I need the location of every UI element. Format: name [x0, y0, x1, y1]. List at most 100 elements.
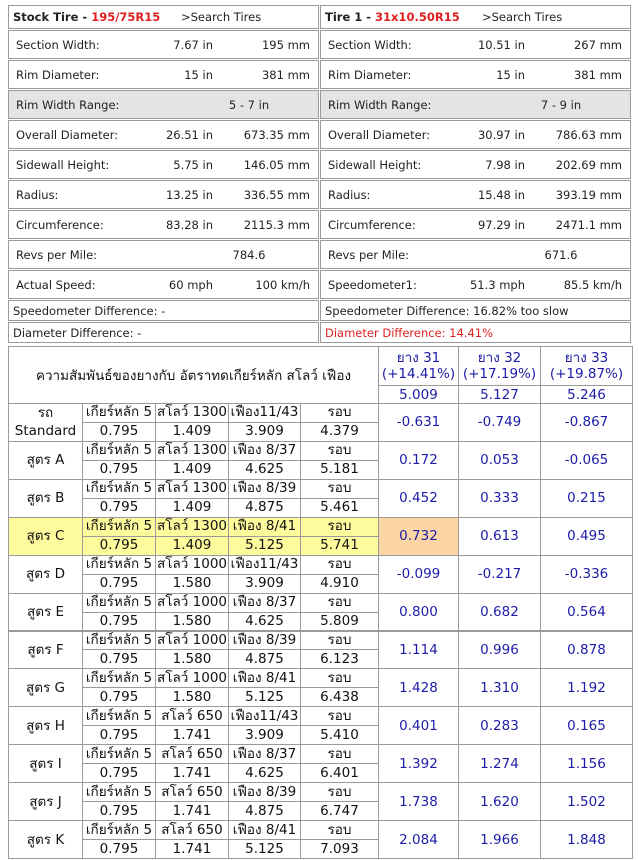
bottom-text: 0.795	[99, 499, 139, 516]
ratio-cell: สโลว์ 1000	[155, 554, 229, 575]
spec-row: Radius: 13.25 in 336.55 mm	[8, 180, 319, 209]
bottom-text: 0.795	[99, 575, 139, 592]
bottom-text: 4.910	[320, 575, 359, 592]
ratio-cell: รอบ	[300, 744, 379, 765]
ratio-cell: เกียร์หลัก 5	[82, 516, 156, 537]
bottom-text: 0.795	[99, 650, 139, 667]
ratio-cell: เฟือง 8/37	[228, 592, 301, 613]
spec-row: Rim Diameter: 15 in 381 mm	[320, 60, 631, 89]
spec-value: 7.98 in	[485, 158, 525, 172]
result-cell: -0.749	[458, 403, 541, 442]
top-text: เฟือง11/43	[230, 707, 299, 724]
ratio-value: 5.246	[567, 386, 606, 403]
spec-value: 784.6	[232, 248, 266, 262]
title-text: ความสัมพันธ์ของยางกับ อัตราทดเกียร์หลัก …	[35, 368, 352, 384]
top-text: เฟือง 8/37	[232, 442, 297, 459]
spec-row: Diameter Difference: 14.41%	[320, 322, 631, 343]
ratio-cell: เฟือง 8/37	[228, 744, 301, 765]
spec-value: 2471.1 mm	[555, 218, 622, 232]
result-value: 0.878	[567, 641, 606, 658]
bottom-text: 5.125	[245, 840, 284, 857]
ratio-cell: สโลว์ 1300	[155, 440, 229, 461]
label-text: สูตร H	[26, 717, 65, 734]
bottom-text: 1.409	[172, 499, 212, 516]
result-cell: 1.620	[458, 782, 541, 822]
spec-value: 7 - 9 in	[540, 98, 582, 112]
spec-value: 60 mph	[168, 278, 213, 292]
formula-label: สูตร E	[8, 592, 83, 632]
ratio-cell: 1.741	[155, 763, 229, 784]
result-value: -0.217	[477, 566, 522, 583]
ratio-cell: 0.795	[82, 611, 156, 632]
bottom-text: 5.809	[320, 613, 359, 629]
result-value: -0.099	[396, 566, 441, 583]
bottom-text: 1.741	[172, 726, 212, 743]
formula-label: รถ Standard	[8, 403, 83, 442]
tire-ratio: 5.246	[540, 385, 633, 404]
spec-value: 10.51 in	[477, 38, 525, 52]
spec-row: Speedometer Difference: 16.82% too slow	[320, 300, 631, 321]
ratio-cell: เกียร์หลัก 5	[82, 403, 156, 423]
label-text: สูตร J	[29, 793, 62, 810]
ratio-cell: 0.795	[82, 573, 156, 594]
top-text: เฟือง 8/41	[232, 669, 297, 686]
ratio-cell: สโลว์ 1000	[155, 630, 229, 651]
spec-row: Overall Diameter: 30.97 in 786.63 mm	[320, 120, 631, 149]
top-text: สโลว์ 1000	[157, 556, 227, 573]
spec-label: Overall Diameter:	[16, 128, 119, 142]
top-text: สโลว์ 1300	[157, 518, 227, 535]
result-cell: 1.848	[540, 820, 633, 859]
result-value: 0.215	[567, 490, 606, 507]
top-text: รอบ	[327, 669, 352, 686]
top-text: เกียร์หลัก 5	[85, 556, 153, 573]
ratio-cell: 3.909	[228, 421, 301, 442]
ratio-cell: 1.741	[155, 839, 229, 859]
spec-label: Speedometer1:	[328, 278, 417, 292]
top-text: เกียร์หลัก 5	[85, 594, 153, 611]
spec-row: Diameter Difference: -	[8, 322, 319, 343]
top-text: เกียร์หลัก 5	[85, 745, 153, 762]
search-link[interactable]: >Search Tires	[181, 10, 262, 24]
ratio-cell: 0.795	[82, 763, 156, 784]
ratio-cell: สโลว์ 1000	[155, 592, 229, 613]
spec-value: 15 in	[184, 68, 213, 82]
ratio-cell: 4.625	[228, 459, 301, 480]
ratio-cell: 5.809	[300, 611, 379, 632]
ratio-cell: สโลว์ 1300	[155, 478, 229, 499]
ratio-cell: 0.795	[82, 801, 156, 822]
result-value: -0.749	[477, 414, 522, 431]
search-link[interactable]: >Search Tires	[482, 10, 563, 24]
bottom-text: 1.580	[172, 688, 212, 705]
tire-diff: (+14.41%)	[381, 366, 456, 382]
label-text: สูตร A	[26, 452, 65, 469]
ratio-cell: 4.379	[300, 421, 379, 442]
spec-label: Section Width:	[16, 38, 100, 52]
spec-value: 15.48 in	[477, 188, 525, 202]
bottom-text: 5.125	[245, 688, 284, 705]
result-value: -0.065	[564, 452, 609, 469]
ratio-cell: 6.747	[300, 801, 379, 822]
spec-value: 267 mm	[573, 38, 622, 52]
result-cell: -0.336	[540, 554, 633, 594]
bottom-text: 4.625	[245, 764, 284, 781]
ratio-cell: เกียร์หลัก 5	[82, 630, 156, 651]
spec-row: Circumference: 83.28 in 2115.3 mm	[8, 210, 319, 239]
spec-row: Sidewall Height: 5.75 in 146.05 mm	[8, 150, 319, 179]
spec-value: 5.75 in	[173, 158, 213, 172]
ratio-cell: 0.795	[82, 459, 156, 480]
result-value: -0.631	[396, 414, 441, 431]
result-value: 2.084	[399, 831, 438, 848]
spec-label: Sidewall Height:	[16, 158, 110, 172]
bottom-text: 1.409	[172, 461, 212, 478]
result-value: 1.428	[399, 679, 438, 696]
formula-label: สูตร J	[8, 782, 83, 822]
spec-value: 2115.3 mm	[243, 218, 310, 232]
ratio-cell: 0.795	[82, 687, 156, 708]
result-value: 1.156	[567, 755, 606, 772]
spec-row: Rim Width Range: 5 - 7 in	[8, 90, 319, 119]
spec-value: 202.69 mm	[555, 158, 622, 172]
result-cell: 1.310	[458, 668, 541, 708]
label-text: สูตร B	[26, 490, 65, 507]
formula-label: สูตร G	[8, 668, 83, 708]
result-cell: 1.428	[378, 668, 459, 708]
